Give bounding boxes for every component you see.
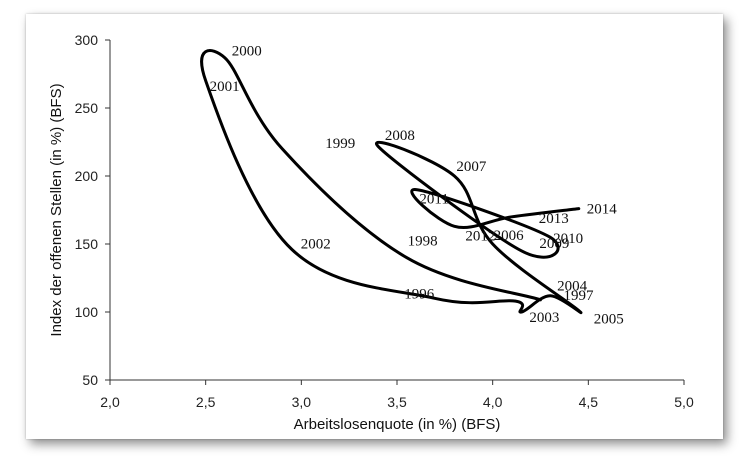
y-tick-label: 50 bbox=[82, 372, 98, 388]
year-label-2007: 2007 bbox=[456, 159, 487, 175]
x-tick-label: 3,0 bbox=[292, 394, 312, 410]
year-label-1997: 1997 bbox=[564, 288, 595, 304]
year-labels: 1997 1998 1999 2000 2001 2002 1996 2003 2004 2005… bbox=[210, 44, 624, 328]
y-tick-label: 250 bbox=[75, 100, 99, 116]
x-tick-label: 5,0 bbox=[674, 394, 694, 410]
chart-frame bbox=[26, 14, 723, 439]
year-label-2013: 2013 bbox=[539, 211, 569, 227]
year-label-2009: 2009 bbox=[539, 236, 569, 252]
x-tick-label: 2,5 bbox=[196, 394, 216, 410]
year-label-2006: 2006 bbox=[494, 228, 525, 244]
year-label-2011: 2011 bbox=[419, 192, 448, 208]
year-label-2008: 2008 bbox=[385, 128, 415, 144]
year-label-2000: 2000 bbox=[232, 44, 262, 60]
series-line bbox=[200, 49, 583, 315]
x-axis-title: Arbeitslosenquote (in %) (BFS) bbox=[294, 416, 501, 433]
y-axis-title: Index der offenen Stellen (in %) (BFS) bbox=[48, 83, 65, 336]
y-tick-label: 300 bbox=[75, 32, 99, 48]
x-tick-label: 4,0 bbox=[483, 394, 503, 410]
year-label-1998: 1998 bbox=[408, 234, 438, 250]
year-label-2003: 2003 bbox=[529, 310, 559, 326]
x-tick-label: 2,0 bbox=[100, 394, 120, 410]
year-label-2012: 2012 bbox=[465, 228, 495, 244]
year-label-1996: 1996 bbox=[404, 286, 435, 302]
axis-ticks: 2,0 2,5 3,0 3,5 4,0 4,5 5,0 50 100 150 200 250 300 bbox=[75, 32, 694, 410]
year-label-2002: 2002 bbox=[301, 236, 331, 252]
year-label-2010: 2010 bbox=[553, 231, 583, 247]
year-label-2004: 2004 bbox=[557, 279, 588, 295]
year-label-1999: 1999 bbox=[325, 136, 355, 152]
y-tick-label: 100 bbox=[75, 304, 99, 320]
year-label-2005: 2005 bbox=[594, 312, 624, 328]
year-label-2014: 2014 bbox=[587, 202, 618, 218]
x-tick-label: 4,5 bbox=[579, 394, 599, 410]
x-tick-label: 3,5 bbox=[387, 394, 407, 410]
year-label-2001: 2001 bbox=[210, 79, 240, 95]
y-tick-label: 200 bbox=[75, 168, 99, 184]
y-tick-label: 150 bbox=[75, 236, 99, 252]
